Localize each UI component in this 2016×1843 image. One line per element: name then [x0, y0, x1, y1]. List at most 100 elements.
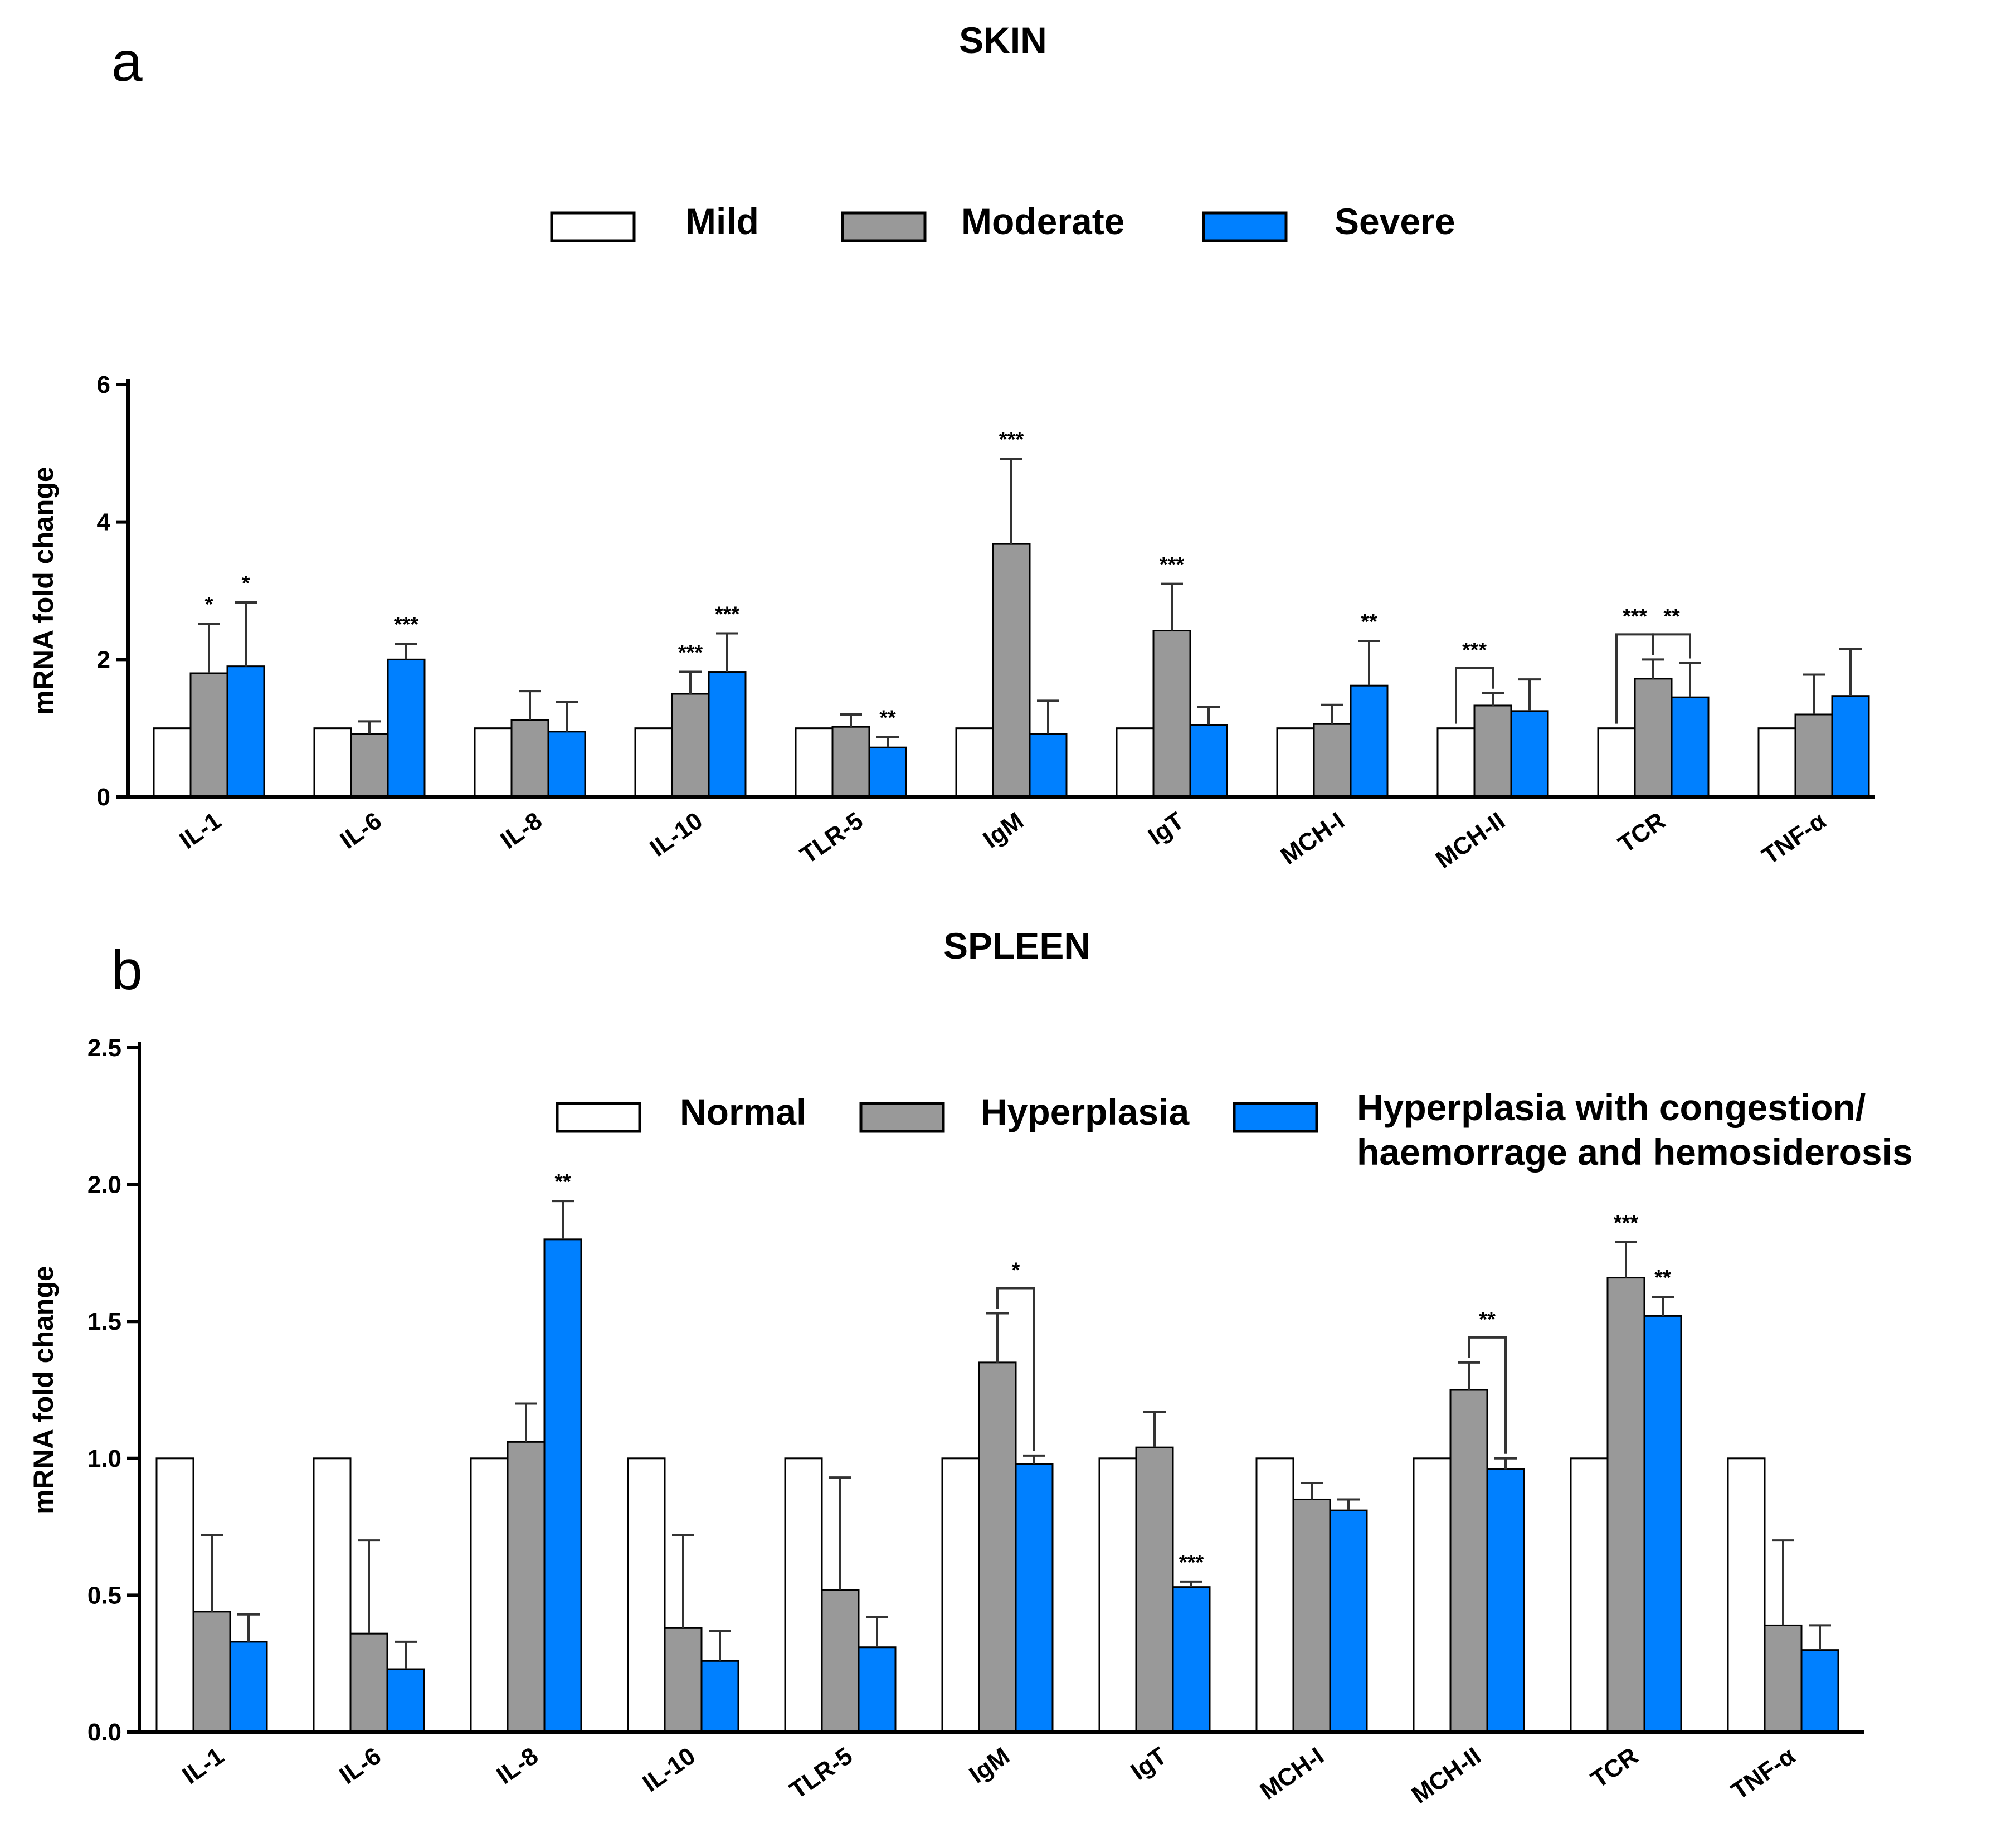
bar-mch-i-hyperplasia [1292, 1498, 1331, 1733]
legend-label-hyperplasia-with-congestion-haemorrage-and-hemosiderosis-line-1: Hyperplasia with congestion/ [1357, 1087, 1866, 1128]
significance-label-mch-ii-3: ** [1479, 1308, 1496, 1331]
bar-il-8-mild [474, 727, 513, 798]
significance-label-igm-1: * [1012, 1258, 1020, 1282]
legend-swatch-normal [556, 1102, 641, 1133]
significance-label-tcr-5: ** [1654, 1266, 1671, 1290]
significance-label-il-8-0: ** [554, 1170, 571, 1194]
bar-tcr-hyperplasia [1606, 1277, 1645, 1733]
bar-igt-mild [1116, 727, 1155, 798]
bar-igt-severe [1189, 724, 1228, 798]
bar-mch-i-severe [1350, 684, 1389, 798]
bar-tcr-mild [1597, 727, 1636, 798]
y-tick-label-1: 2 [97, 646, 110, 673]
significance-label-mch-i-8: ** [1361, 610, 1377, 634]
y-tick-label-0: 0.0 [87, 1719, 121, 1746]
bar-il-1-mild [153, 727, 192, 798]
legend-label-normal: Normal [680, 1091, 806, 1132]
bar-igm-moderate [992, 543, 1031, 798]
legend-spleen: Normal Hyperplasia Hyperplasia with conges… [556, 1087, 1913, 1173]
legend-swatch-hyperplasia-with-congestion-haemorrage-and-hemosiderosis [1233, 1102, 1318, 1133]
bar-il-8-hyperplasia-with-congestion-haemorrage-and-hemosiderosis [543, 1238, 582, 1733]
y-tick-label-0: 0 [97, 784, 110, 811]
bar-mch-i-mild [1276, 727, 1315, 798]
bar-il-6-moderate [350, 733, 389, 798]
y-tick-label-3: 1.5 [87, 1308, 121, 1335]
bar-tcr-hyperplasia-with-congestion-haemorrage-and-hemosiderosis [1643, 1315, 1682, 1733]
legend-swatch-severe [1202, 211, 1288, 242]
bar-il-8-hyperplasia [507, 1441, 546, 1733]
legend-swatch-hyperplasia [859, 1102, 945, 1133]
significance-label-igt-2: *** [1179, 1551, 1204, 1574]
bar-igm-hyperplasia-with-congestion-haemorrage-and-hemosiderosis [1015, 1463, 1054, 1733]
significance-label-igm-6: *** [999, 428, 1024, 451]
bar-mch-ii-mild [1436, 727, 1476, 798]
significance-label-tcr-4: *** [1614, 1212, 1639, 1235]
bar-tlr-5-severe [868, 746, 907, 798]
bar-mch-i-normal [1255, 1457, 1294, 1733]
bar-il-1-severe [226, 665, 265, 798]
significance-label-il-6-2: *** [394, 613, 419, 636]
bar-mch-ii-hyperplasia [1449, 1389, 1488, 1733]
y-tick-label-3: 6 [97, 371, 110, 398]
bar-il-6-normal [313, 1457, 352, 1733]
legend-label-hyperplasia-with-congestion-haemorrage-and-hemosiderosis-line-2: haemorrage and hemosiderosis [1357, 1131, 1913, 1173]
bar-il-8-severe [547, 731, 586, 798]
bar-igt-moderate [1152, 630, 1191, 798]
significance-label-tlr-5-5: ** [879, 707, 896, 730]
bar-mch-ii-moderate [1473, 704, 1512, 798]
legend-label-hyperplasia: Hyperplasia [981, 1091, 1190, 1132]
bar-mch-ii-severe [1510, 710, 1549, 798]
bar-igm-mild [955, 727, 994, 798]
bar-tlr-5-mild [795, 727, 834, 798]
bar-il-10-severe [708, 671, 747, 798]
bar-igt-normal [1098, 1457, 1137, 1733]
bar-il-6-hyperplasia [349, 1632, 388, 1733]
bar-il-10-hyperplasia-with-congestion-haemorrage-and-hemosiderosis [700, 1660, 739, 1733]
panel-letter-a: a [111, 31, 143, 93]
significance-label-tcr-11: ** [1663, 605, 1680, 628]
chart-title-skin: SKIN [959, 20, 1047, 61]
bar-mch-ii-normal [1413, 1457, 1452, 1733]
y-axis-label: mRNA fold change [28, 1266, 59, 1514]
significance-label-igt-7: *** [1160, 553, 1185, 577]
legend-swatch-mild [550, 211, 636, 242]
bar-tnf-hyperplasia-with-congestion-haemorrage-and-hemosiderosis [1800, 1649, 1839, 1733]
legend-skin: Mild Moderate Severe [550, 201, 1455, 242]
significance-label-il-10-4: *** [715, 602, 740, 626]
bar-tlr-5-moderate [831, 726, 870, 798]
y-tick-label-5: 2.5 [87, 1034, 121, 1062]
bar-igm-hyperplasia [978, 1361, 1017, 1733]
bar-tnf-moderate [1794, 713, 1833, 798]
bar-tcr-normal [1570, 1457, 1609, 1733]
bar-il-8-moderate [510, 719, 549, 798]
bar-il-1-hyperplasia-with-congestion-haemorrage-and-hemosiderosis [229, 1641, 268, 1733]
bar-il-6-mild [313, 727, 352, 798]
bar-il-6-hyperplasia-with-congestion-haemorrage-and-hemosiderosis [386, 1668, 425, 1733]
y-tick-label-1: 0.5 [87, 1582, 121, 1609]
bar-mch-i-hyperplasia-with-congestion-haemorrage-and-hemosiderosis [1329, 1509, 1368, 1733]
bar-il-6-severe [387, 658, 426, 798]
significance-bracket-mch-ii-9 [1455, 667, 1494, 724]
panel-letter-b: b [111, 939, 143, 1001]
legend-swatch-moderate [841, 211, 927, 242]
bar-il-1-hyperplasia [192, 1611, 231, 1733]
bar-tnf-severe [1831, 695, 1870, 798]
significance-label-mch-ii-9: *** [1462, 639, 1487, 662]
bar-igt-hyperplasia-with-congestion-haemorrage-and-hemosiderosis [1172, 1586, 1211, 1733]
bar-il-1-moderate [189, 672, 228, 798]
bar-tlr-5-hyperplasia-with-congestion-haemorrage-and-hemosiderosis [858, 1646, 897, 1733]
significance-label-il-1-0: * [205, 593, 213, 616]
significance-label-il-1-1: * [242, 572, 250, 595]
bar-igt-hyperplasia [1135, 1446, 1174, 1733]
significance-label-il-10-3: *** [678, 641, 703, 665]
panel-a-skin-chart: a SKIN Mild Moderate Severe mRNA fold chan… [28, 20, 1875, 874]
y-tick-label-4: 2.0 [87, 1171, 121, 1199]
bar-tcr-moderate [1634, 678, 1673, 798]
bar-tnf-normal [1727, 1457, 1766, 1733]
bar-il-10-normal [627, 1457, 666, 1733]
significance-bracket-tcr-11 [1652, 633, 1691, 659]
bar-il-10-mild [634, 727, 673, 798]
chart-title-spleen: SPLEEN [943, 925, 1090, 966]
